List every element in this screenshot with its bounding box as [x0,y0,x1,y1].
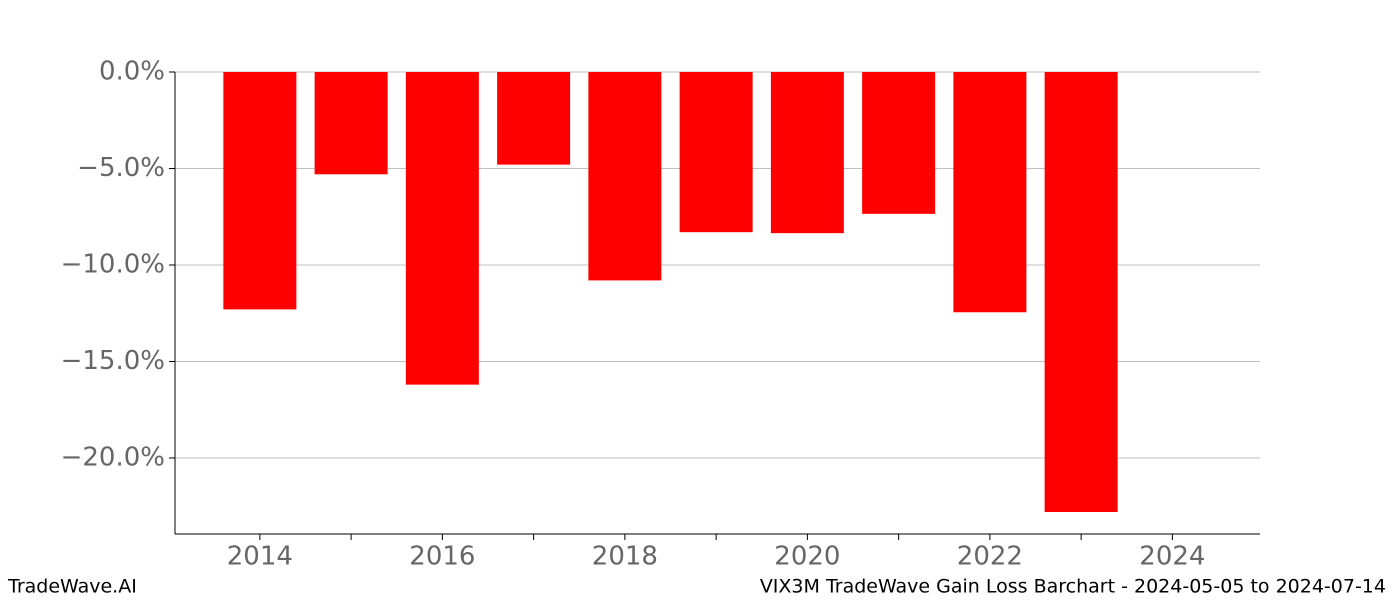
bar [770,72,844,234]
bar [497,72,571,165]
y-tick-label: −20.0% [61,442,165,472]
bar [314,72,388,175]
x-tick-label: 2018 [592,542,658,572]
chart-caption: VIX3M TradeWave Gain Loss Barchart - 202… [760,576,1386,598]
x-tick-label: 2024 [1139,542,1205,572]
bar [223,72,297,310]
x-tick-label: 2016 [409,542,475,572]
x-tick-label: 2020 [774,542,840,572]
y-tick-label: −15.0% [61,346,165,376]
brand: TradeWave.AI [7,576,137,598]
y-tick-label: −5.0% [77,153,165,183]
y-tick-label: −10.0% [61,249,165,279]
x-tick-label: 2014 [227,542,293,572]
bar [953,72,1027,313]
bar [405,72,479,385]
bar [588,72,662,281]
bar [862,72,936,214]
x-tick-label: 2022 [957,542,1023,572]
y-tick-label: 0.0% [99,57,165,87]
bar [1044,72,1118,512]
bar [679,72,753,233]
